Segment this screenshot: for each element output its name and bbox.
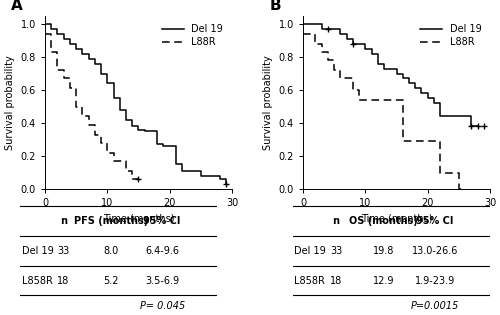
X-axis label: Time (months): Time (months) <box>102 214 174 224</box>
Text: P=0.0015: P=0.0015 <box>410 301 459 311</box>
Text: Del 19: Del 19 <box>22 246 54 256</box>
Text: n: n <box>60 216 67 226</box>
Text: OS (months): OS (months) <box>349 216 418 226</box>
Text: PFS (months): PFS (months) <box>74 216 148 226</box>
Y-axis label: Survival probability: Survival probability <box>5 55 15 150</box>
Text: 1.9-23.9: 1.9-23.9 <box>414 276 455 286</box>
Text: 18: 18 <box>58 276 70 286</box>
Text: B: B <box>270 0 281 14</box>
Text: 8.0: 8.0 <box>103 246 118 256</box>
Text: L858R: L858R <box>294 276 326 286</box>
Text: n: n <box>332 216 340 226</box>
Text: 19.8: 19.8 <box>372 246 394 256</box>
Legend: Del 19, L88R: Del 19, L88R <box>416 20 485 51</box>
Y-axis label: Survival probability: Survival probability <box>263 55 273 150</box>
Text: 95% CI: 95% CI <box>416 216 454 226</box>
Text: 5.2: 5.2 <box>103 276 118 286</box>
Text: 6.4-9.6: 6.4-9.6 <box>145 246 179 256</box>
Text: P= 0.045: P= 0.045 <box>140 301 185 311</box>
Text: 13.0-26.6: 13.0-26.6 <box>412 246 458 256</box>
Text: L858R: L858R <box>22 276 53 286</box>
Text: 12.9: 12.9 <box>372 276 394 286</box>
Text: 33: 33 <box>330 246 342 256</box>
Text: 18: 18 <box>330 276 342 286</box>
Text: 3.5-6.9: 3.5-6.9 <box>145 276 179 286</box>
X-axis label: Time (months): Time (months) <box>361 214 432 224</box>
Text: 33: 33 <box>58 246 70 256</box>
Text: 95% CI: 95% CI <box>144 216 181 226</box>
Text: A: A <box>12 0 23 14</box>
Legend: Del 19, L88R: Del 19, L88R <box>158 20 227 51</box>
Text: Del 19: Del 19 <box>294 246 326 256</box>
